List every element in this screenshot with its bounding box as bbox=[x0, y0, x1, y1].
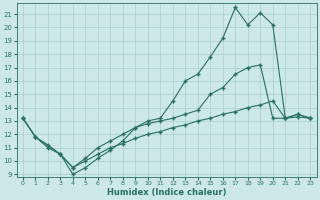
X-axis label: Humidex (Indice chaleur): Humidex (Indice chaleur) bbox=[107, 188, 226, 197]
